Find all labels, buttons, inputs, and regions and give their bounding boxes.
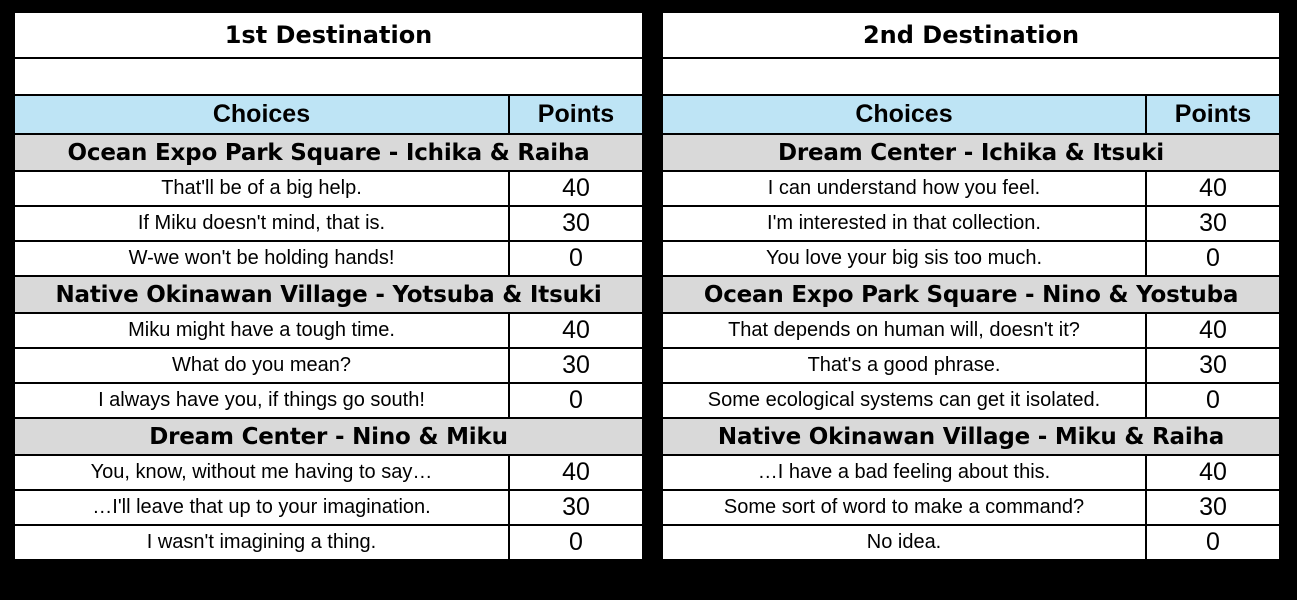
choice-text: I can understand how you feel. <box>661 170 1147 207</box>
table-row: I wasn't imagining a thing. 0 <box>13 524 644 561</box>
table-row: Some ecological systems can get it isola… <box>661 382 1281 419</box>
table-row: That depends on human will, doesn't it? 4… <box>661 312 1281 349</box>
section-row: Native Okinawan Village - Yotsuba & Itsu… <box>13 275 644 314</box>
table-title: 2nd Destination <box>661 13 1281 59</box>
section-row: Native Okinawan Village - Miku & Raiha <box>661 417 1281 456</box>
choice-text: If Miku doesn't mind, that is. <box>13 205 510 242</box>
table-row: You, know, without me having to say… 40 <box>13 454 644 491</box>
section-row: Dream Center - Nino & Miku <box>13 417 644 456</box>
section-row: Dream Center - Ichika & Itsuki <box>661 133 1281 172</box>
table-row: What do you mean? 30 <box>13 347 644 384</box>
section-title: Native Okinawan Village - Yotsuba & Itsu… <box>13 275 644 314</box>
choice-points: 40 <box>508 312 644 349</box>
choice-points: 40 <box>1145 170 1281 207</box>
choice-points: 30 <box>508 489 644 526</box>
table-row: …I'll leave that up to your imagination.… <box>13 489 644 526</box>
table-row: I can understand how you feel. 40 <box>661 170 1281 207</box>
table-row: If Miku doesn't mind, that is. 30 <box>13 205 644 242</box>
points-header: Points <box>1145 94 1281 135</box>
choice-points: 30 <box>508 347 644 384</box>
choice-text: I wasn't imagining a thing. <box>13 524 510 561</box>
choice-text: Some sort of word to make a command? <box>661 489 1147 526</box>
choice-points: 0 <box>1145 382 1281 419</box>
choice-text: That depends on human will, doesn't it? <box>661 312 1147 349</box>
choice-points: 0 <box>1145 524 1281 561</box>
points-header: Points <box>508 94 644 135</box>
choice-points: 30 <box>1145 489 1281 526</box>
choice-points: 40 <box>1145 454 1281 491</box>
choice-points: 30 <box>1145 347 1281 384</box>
choice-text: What do you mean? <box>13 347 510 384</box>
empty-row <box>13 57 644 96</box>
first-destination-table: 1st Destination Choices Points Ocean Expo P… <box>13 13 644 561</box>
choice-points: 40 <box>508 170 644 207</box>
table-title: 1st Destination <box>13 13 644 59</box>
table-row: That's a good phrase. 30 <box>661 347 1281 384</box>
column-header-row: Choices Points <box>661 94 1281 135</box>
table-row: …I have a bad feeling about this. 40 <box>661 454 1281 491</box>
choice-points: 40 <box>1145 312 1281 349</box>
empty-row <box>661 57 1281 96</box>
choice-points: 0 <box>508 240 644 277</box>
section-title: Ocean Expo Park Square - Nino & Yostuba <box>661 275 1281 314</box>
choice-points: 40 <box>508 454 644 491</box>
choice-text: That's a good phrase. <box>661 347 1147 384</box>
choice-text: Miku might have a tough time. <box>13 312 510 349</box>
table-row: You love your big sis too much. 0 <box>661 240 1281 277</box>
choice-text: W-we won't be holding hands! <box>13 240 510 277</box>
empty-cell <box>13 57 644 96</box>
empty-cell <box>661 57 1281 96</box>
section-title: Dream Center - Nino & Miku <box>13 417 644 456</box>
choice-text: I'm interested in that collection. <box>661 205 1147 242</box>
table-row: Some sort of word to make a command? 30 <box>661 489 1281 526</box>
section-title: Ocean Expo Park Square - Ichika & Raiha <box>13 133 644 172</box>
table-title-row: 1st Destination <box>13 13 644 59</box>
table-row: Miku might have a tough time. 40 <box>13 312 644 349</box>
choice-text: I always have you, if things go south! <box>13 382 510 419</box>
choice-text: You love your big sis too much. <box>661 240 1147 277</box>
choice-points: 30 <box>1145 205 1281 242</box>
choice-text: No idea. <box>661 524 1147 561</box>
choice-text: You, know, without me having to say… <box>13 454 510 491</box>
section-row: Ocean Expo Park Square - Nino & Yostuba <box>661 275 1281 314</box>
choice-points: 0 <box>508 382 644 419</box>
section-title: Native Okinawan Village - Miku & Raiha <box>661 417 1281 456</box>
second-destination-table: 2nd Destination Choices Points Dream Center… <box>661 13 1281 561</box>
choice-points: 0 <box>1145 240 1281 277</box>
choices-header: Choices <box>661 94 1147 135</box>
table-row: That'll be of a big help. 40 <box>13 170 644 207</box>
choice-text: …I have a bad feeling about this. <box>661 454 1147 491</box>
choice-text: That'll be of a big help. <box>13 170 510 207</box>
section-row: Ocean Expo Park Square - Ichika & Raiha <box>13 133 644 172</box>
table-row: I always have you, if things go south! 0 <box>13 382 644 419</box>
column-header-row: Choices Points <box>13 94 644 135</box>
choice-points: 0 <box>508 524 644 561</box>
section-title: Dream Center - Ichika & Itsuki <box>661 133 1281 172</box>
choices-header: Choices <box>13 94 510 135</box>
choice-text: Some ecological systems can get it isola… <box>661 382 1147 419</box>
table-row: W-we won't be holding hands! 0 <box>13 240 644 277</box>
choice-text: …I'll leave that up to your imagination. <box>13 489 510 526</box>
table-row: I'm interested in that collection. 30 <box>661 205 1281 242</box>
table-row: No idea. 0 <box>661 524 1281 561</box>
table-title-row: 2nd Destination <box>661 13 1281 59</box>
choice-points: 30 <box>508 205 644 242</box>
